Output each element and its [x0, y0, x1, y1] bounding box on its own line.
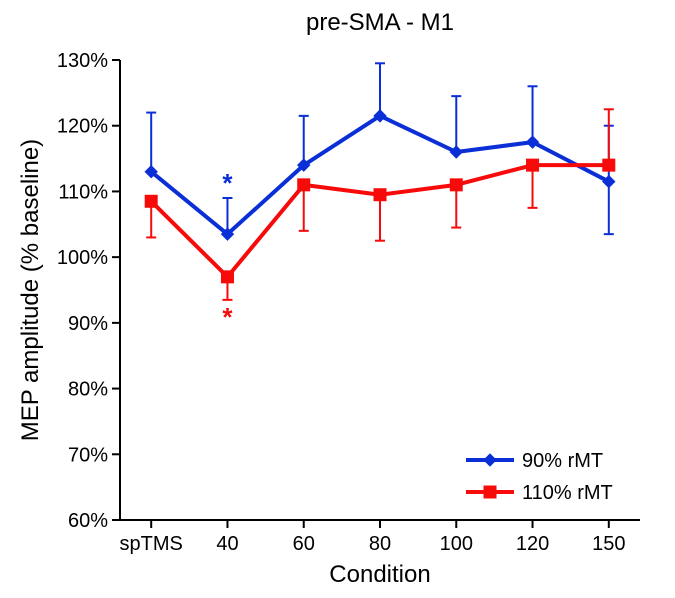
- legend: 90% rMT 110% rMT: [460, 440, 630, 510]
- legend-label: 90% rMT: [522, 450, 603, 472]
- x-tick-label: 80: [369, 533, 391, 555]
- series-1: *: [145, 109, 615, 332]
- significance-marker: *: [222, 302, 233, 332]
- y-axis-title: MEP amplitude (% baseline): [17, 139, 44, 441]
- y-tick-label: 70%: [68, 444, 108, 466]
- chart-svg: pre-SMA - M1 60% 70% 80% 90% 100% 110% 120% 130%…: [0, 0, 675, 598]
- series-marker: [450, 179, 462, 191]
- x-tick-label: 60: [293, 533, 315, 555]
- legend-marker: [484, 486, 496, 498]
- y-tick-label: 90%: [68, 313, 108, 335]
- series-marker: [527, 159, 539, 171]
- y-tick-label: 130%: [57, 50, 108, 72]
- y-tick-label: 80%: [68, 379, 108, 401]
- y-tick-label: 120%: [57, 116, 108, 138]
- y-tick-label: 100%: [57, 247, 108, 269]
- x-axis-title: Condition: [329, 561, 430, 588]
- series-marker: [603, 159, 615, 171]
- series-marker: [221, 271, 233, 283]
- x-tick-label: 120: [516, 533, 549, 555]
- x-tick-label: 40: [216, 533, 238, 555]
- chart-container: pre-SMA - M1 60% 70% 80% 90% 100% 110% 120% 130%…: [0, 0, 675, 598]
- significance-marker: *: [222, 168, 233, 198]
- series-marker: [298, 179, 310, 191]
- x-tick-label: 150: [592, 533, 625, 555]
- series-marker: [374, 189, 386, 201]
- x-tick-label: spTMS: [120, 533, 183, 555]
- legend-label: 110% rMT: [522, 482, 613, 504]
- x-tick-label: 100: [440, 533, 473, 555]
- series-marker: [145, 195, 157, 207]
- chart-title: pre-SMA - M1: [306, 9, 454, 36]
- y-tick-label: 60%: [68, 510, 108, 532]
- y-tick-label: 110%: [58, 181, 108, 203]
